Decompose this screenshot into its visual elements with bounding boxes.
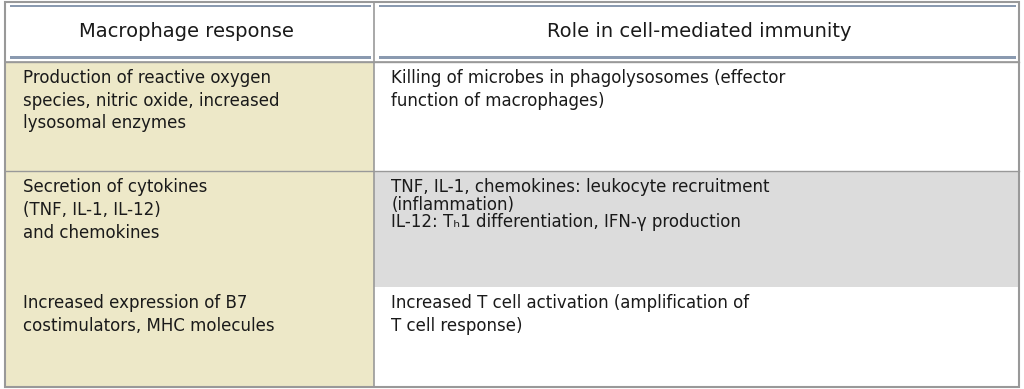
Text: Secretion of cytokines
(TNF, IL-1, IL-12)
and chemokines: Secretion of cytokines (TNF, IL-1, IL-12…	[23, 179, 207, 242]
Text: TNF, IL-1, chemokines: leukocyte recruitment: TNF, IL-1, chemokines: leukocyte recruit…	[391, 179, 770, 196]
Text: Macrophage response: Macrophage response	[80, 22, 294, 41]
Text: Increased T cell activation (amplification of
T cell response): Increased T cell activation (amplificati…	[391, 294, 750, 335]
Text: (inflammation): (inflammation)	[391, 196, 514, 214]
Text: Killing of microbes in phagolysosomes (effector
function of macrophages): Killing of microbes in phagolysosomes (e…	[391, 68, 785, 110]
Bar	[10, 5, 371, 7]
Bar	[374, 287, 1019, 387]
Bar	[379, 5, 1016, 7]
Text: Role in cell-mediated immunity: Role in cell-mediated immunity	[547, 22, 851, 41]
Bar	[5, 172, 374, 287]
Bar	[374, 172, 1019, 287]
Bar	[5, 2, 1019, 61]
Text: Increased expression of B7
costimulators, MHC molecules: Increased expression of B7 costimulators…	[23, 294, 274, 335]
Bar	[374, 61, 1019, 172]
Bar	[379, 56, 1016, 58]
Bar	[5, 61, 374, 172]
Bar	[5, 287, 374, 387]
Text: Production of reactive oxygen
species, nitric oxide, increased
lysosomal enzymes: Production of reactive oxygen species, n…	[23, 68, 279, 132]
Text: IL-12: Tₕ1 differentiation, IFN-γ production: IL-12: Tₕ1 differentiation, IFN-γ produc…	[391, 213, 741, 231]
Bar	[10, 56, 371, 58]
